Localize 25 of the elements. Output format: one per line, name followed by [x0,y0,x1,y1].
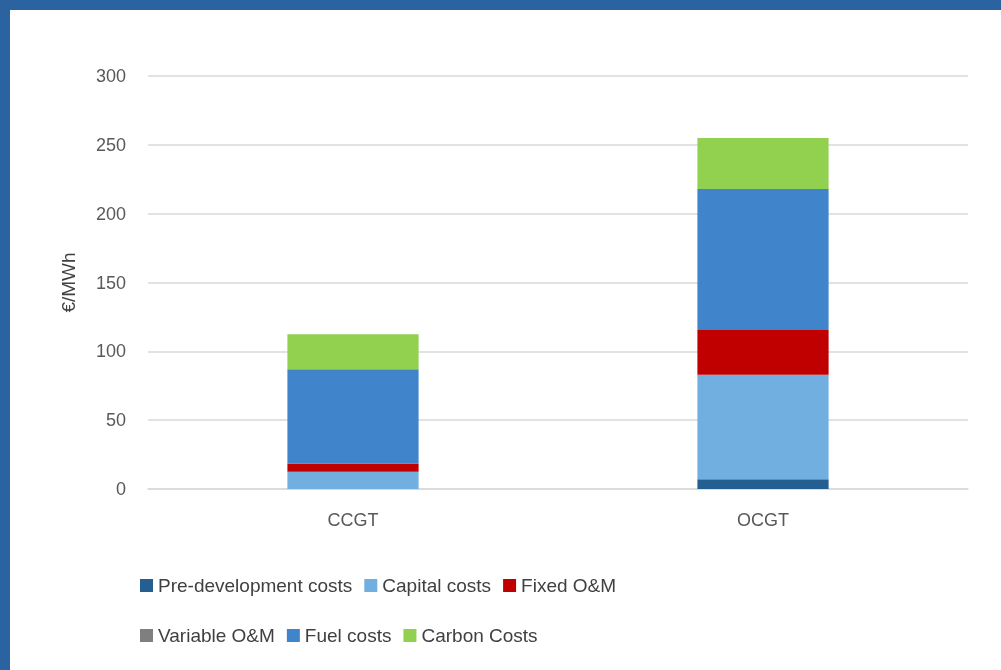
legend-label: Fuel costs [304,625,392,646]
y-axis-title: €/MWh [58,252,79,313]
bar [287,471,419,489]
legend-label: Fixed O&M [521,575,617,596]
legend-label: Variable O&M [158,625,275,646]
bar [287,463,419,472]
bar [697,188,829,330]
y-tick-label: 200 [95,203,126,224]
bar [697,479,829,489]
bar [287,334,419,370]
legend-label: Pre-development costs [158,575,353,596]
legend-label: Carbon Costs [421,625,538,646]
y-tick-label: 100 [95,341,126,362]
bar [697,374,829,480]
bar [697,137,829,189]
y-tick-label: 0 [115,479,126,499]
y-tick-label: 250 [95,134,126,155]
x-tick-label: OCGT [737,510,789,530]
legend-label: Capital costs [382,575,492,596]
y-tick-label: 50 [105,410,126,431]
y-tick-label: 150 [95,272,126,293]
bar [697,330,829,375]
x-tick-label: CCGT [327,510,379,530]
bar [287,369,419,464]
y-tick-label: 300 [95,66,126,86]
